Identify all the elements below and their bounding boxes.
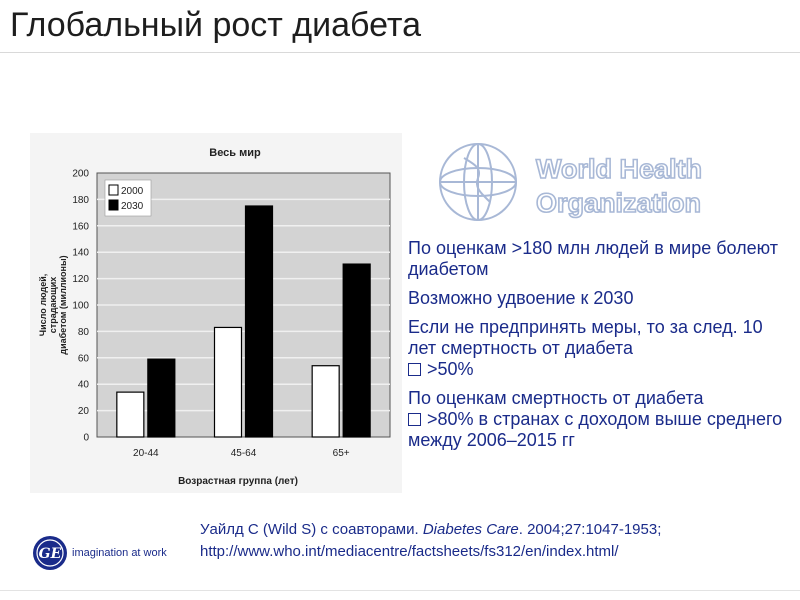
citation-url[interactable]: http://www.who.int/mediacentre/factsheet…	[200, 543, 619, 560]
y-tick-label: 0	[83, 433, 89, 444]
y-tick-label: 200	[72, 169, 89, 180]
bar-2030-45-64	[244, 205, 274, 438]
bar-2000-65+	[311, 365, 340, 438]
bullet-item: Если не предпринять меры, то за след. 10…	[408, 317, 788, 380]
bar-2030-65+	[342, 263, 371, 438]
y-tick-label: 180	[72, 195, 89, 206]
y-tick-labels: 0 20 40 60 80 100 120 140 160 180 200	[72, 169, 89, 444]
arrow-box-icon	[408, 413, 421, 426]
bar-2000-45-64	[213, 326, 243, 438]
bullet-text: >50%	[427, 359, 474, 379]
citation-journal: Diabetes Care	[422, 521, 519, 538]
legend-label: 2000	[121, 186, 144, 197]
ge-tagline: imagination at work	[72, 547, 167, 559]
x-tick-label: 65+	[333, 448, 350, 459]
citation: Уайлд С (Wild S) с соавторами. Diabetes …	[200, 519, 795, 563]
bar-2000-20-44	[116, 391, 145, 438]
bullet-item: По оценкам смертность от диабета >80% в …	[408, 388, 788, 451]
bar-chart: Весь мир 0 20 40 60 80 100 120 140 160 180 200 20-…	[38, 147, 391, 487]
who-emblem-icon	[439, 143, 517, 221]
y-tick-label: 100	[72, 301, 89, 312]
ge-logo-icon: GE	[33, 536, 67, 570]
x-tick-label: 20-44	[133, 448, 159, 459]
y-tick-label: 160	[72, 221, 89, 232]
title-divider	[0, 52, 800, 53]
footer-divider	[0, 590, 800, 591]
x-axis-title: Возрастная группа (лет)	[178, 476, 298, 487]
bullet-text: Если не предпринять меры, то за след. 10…	[408, 317, 763, 358]
bar-2030-20-44	[147, 358, 176, 438]
citation-ref: . 2004;27:1047-1953;	[518, 521, 662, 538]
slide-title: Глобальный рост диабета	[10, 6, 421, 44]
bullet-text: >80% в странах с доходом выше среднего м…	[408, 409, 783, 450]
legend: 2000 2030	[104, 179, 152, 217]
bullet-item: Возможно удвоение к 2030	[408, 288, 634, 308]
bars	[116, 205, 371, 438]
y-tick-label: 60	[78, 353, 90, 364]
legend-swatch-2030	[108, 199, 119, 211]
y-tick-label: 80	[78, 327, 90, 338]
bullet-item: По оценкам >180 млн людей в мире болеют …	[408, 238, 779, 279]
arrow-box-icon	[408, 363, 421, 376]
y-tick-label: 120	[72, 274, 89, 285]
chart-title: Весь мир	[209, 147, 261, 159]
x-tick-labels: 20-44 45-64 65+	[133, 448, 350, 459]
bullet-list: По оценкам >180 млн людей в мире болеют …	[408, 238, 788, 459]
svg-text:GE: GE	[39, 546, 62, 562]
citation-authors: Уайлд С (Wild S) с соавторами.	[200, 521, 419, 538]
who-logo: World Health Organization	[439, 143, 703, 221]
who-name-line2: Organization	[536, 188, 701, 218]
legend-label: 2030	[121, 201, 144, 212]
grid-lines	[97, 198, 390, 412]
y-axis-title: Число людей,страдающихдиабетом (миллионы…	[38, 255, 68, 354]
y-tick-label: 40	[78, 380, 90, 391]
x-tick-label: 45-64	[231, 448, 257, 459]
legend-swatch-2000	[108, 184, 119, 196]
y-tick-label: 20	[78, 406, 90, 417]
who-name-line1: World Health	[536, 154, 702, 184]
bullet-text: По оценкам смертность от диабета	[408, 388, 704, 408]
y-tick-label: 140	[72, 248, 89, 259]
